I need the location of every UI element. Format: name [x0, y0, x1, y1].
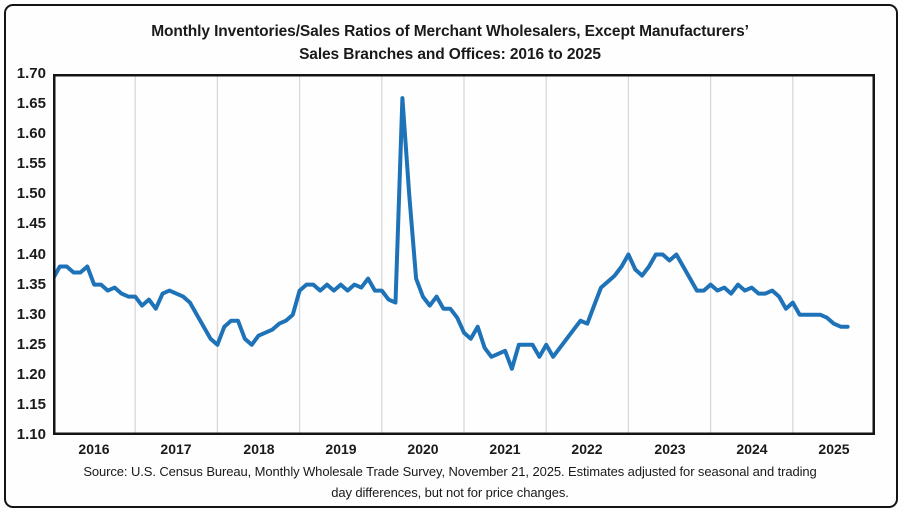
source-note-line2: day differences, but not for price chang… [331, 485, 569, 500]
y-axis-tick-label: 1.70 [16, 65, 46, 82]
chart-frame [4, 4, 898, 508]
x-axis-year-label: 2022 [571, 441, 603, 457]
x-axis-year-label: 2021 [489, 441, 521, 457]
y-axis-tick-label: 1.20 [16, 366, 46, 383]
y-axis-tick-label: 1.40 [16, 246, 46, 263]
chart-title: Monthly Inventories/Sales Ratios of Merc… [0, 20, 900, 66]
x-axis-year-label: 2016 [78, 441, 110, 457]
chart-title-line2: Sales Branches and Offices: 2016 to 2025 [299, 46, 601, 63]
plot-area [53, 74, 875, 435]
y-axis-tick-label: 1.50 [16, 185, 46, 202]
x-axis-year-label: 2025 [818, 441, 850, 457]
plot-border [53, 74, 875, 435]
y-axis-tick-label: 1.10 [16, 426, 46, 443]
source-note: Source: U.S. Census Bureau, Monthly Whol… [0, 461, 900, 503]
x-axis-year-label: 2019 [325, 441, 357, 457]
y-axis-tick-label: 1.30 [16, 306, 46, 323]
y-axis-tick-label: 1.25 [16, 336, 46, 353]
ratio-line-series [53, 96, 850, 371]
source-note-line1: Source: U.S. Census Bureau, Monthly Whol… [83, 464, 817, 479]
y-axis-tick-label: 1.55 [16, 155, 46, 172]
y-axis-tick-label: 1.65 [16, 95, 46, 112]
x-axis-year-label: 2018 [243, 441, 275, 457]
x-axis-year-label: 2017 [160, 441, 192, 457]
x-axis-year-label: 2024 [736, 441, 768, 457]
x-axis-year-label: 2023 [654, 441, 686, 457]
y-axis-tick-label: 1.60 [16, 125, 46, 142]
x-axis-year-label: 2020 [407, 441, 439, 457]
chart-title-line1: Monthly Inventories/Sales Ratios of Merc… [151, 23, 749, 40]
y-axis-tick-label: 1.45 [16, 215, 46, 232]
y-axis-tick-label: 1.15 [16, 396, 46, 413]
y-axis-tick-label: 1.35 [16, 276, 46, 293]
